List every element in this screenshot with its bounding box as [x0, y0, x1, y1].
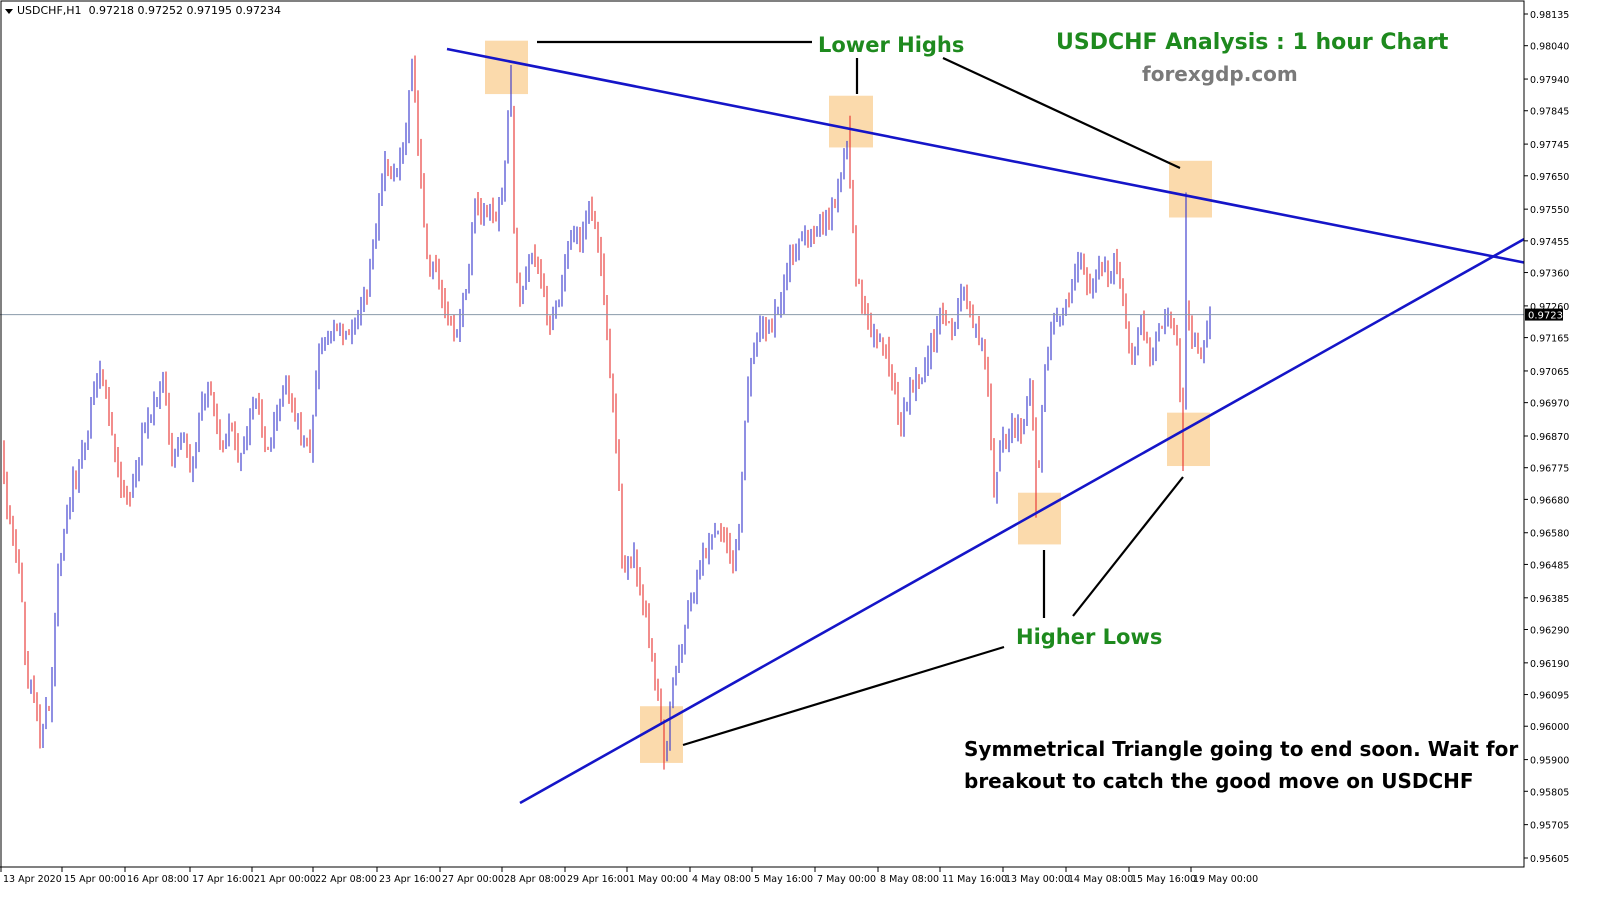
y-tick-label: 0.95605 [1530, 854, 1569, 865]
y-tick-label: 0.96680 [1530, 495, 1569, 506]
y-axis: 0.98135 0.98040 0.97940 0.97845 0.97745 0.976… [1524, 10, 1569, 865]
y-tick-label: 0.97360 [1530, 269, 1569, 280]
chart-subtitle: forexgdp.com [1142, 62, 1298, 86]
x-tick-label: 15 Apr 00:00 [64, 874, 126, 885]
y-tick-label: 0.96290 [1530, 625, 1569, 636]
connector-line-6 [682, 645, 1005, 747]
highlight-box-3 [1169, 160, 1212, 218]
y-tick-label: 0.96580 [1530, 529, 1569, 540]
candles [3, 55, 1211, 770]
chart-title: USDCHF Analysis : 1 hour Chart [1056, 30, 1449, 55]
x-tick-label: 8 May 08:00 [880, 874, 939, 885]
y-tick-label: 0.98135 [1530, 10, 1569, 21]
chart-header: USDCHF,H1 0.97218 0.97252 0.97195 0.9723… [5, 4, 281, 17]
x-tick-label: 13 Apr 2020 [3, 874, 62, 885]
trendlines [446, 47, 1525, 805]
current-price-tag: 0.97234 [1525, 308, 1569, 322]
connector-line-5 [1072, 476, 1184, 617]
x-tick-label: 17 Apr 16:00 [192, 874, 254, 885]
y-tick-label: 0.97650 [1530, 172, 1569, 183]
x-tick-label: 22 Apr 08:00 [315, 874, 377, 885]
note-line-2: breakout to catch the good move on USDCH… [964, 769, 1474, 793]
x-tick-label: 14 May 08:00 [1068, 874, 1133, 885]
x-tick-label: 21 Apr 00:00 [254, 874, 316, 885]
x-tick-label: 5 May 16:00 [754, 874, 813, 885]
dropdown-arrow-icon[interactable] [5, 8, 13, 14]
y-tick-label: 0.96775 [1530, 464, 1569, 475]
highlight-box-1 [485, 40, 528, 95]
highlight-box-2 [829, 95, 873, 148]
y-tick-label: 0.97165 [1530, 334, 1569, 345]
resistance-trendline [446, 47, 1525, 264]
x-tick-label: 15 May 16:00 [1131, 874, 1196, 885]
y-tick-label: 0.96190 [1530, 659, 1569, 670]
higher-lows-label: Higher Lows [1016, 625, 1163, 649]
y-tick-label: 0.97065 [1530, 367, 1569, 378]
ohlc-values: 0.97218 0.97252 0.97195 0.97234 [88, 4, 282, 17]
x-tick-label: 29 Apr 16:00 [567, 874, 629, 885]
note-line-1: Symmetrical Triangle going to end soon. … [964, 737, 1519, 761]
y-tick-label: 0.95805 [1530, 787, 1569, 798]
y-tick-label: 0.98040 [1530, 42, 1569, 53]
y-tick-label: 0.97940 [1530, 75, 1569, 86]
y-tick-label: 0.97845 [1530, 107, 1569, 118]
symbol-label: USDCHF,H1 [17, 4, 82, 17]
support-trendline [519, 238, 1525, 805]
y-tick-label: 0.96870 [1530, 432, 1569, 443]
current-price-label: 0.97234 [1528, 311, 1569, 322]
y-tick-label: 0.97455 [1530, 237, 1569, 248]
x-tick-label: 27 Apr 00:00 [442, 874, 504, 885]
y-tick-label: 0.95900 [1530, 756, 1569, 767]
y-tick-label: 0.96485 [1530, 560, 1569, 571]
lower-highs-label: Lower Highs [818, 33, 965, 57]
y-tick-label: 0.95705 [1530, 821, 1569, 832]
y-tick-label: 0.97550 [1530, 205, 1569, 216]
x-tick-label: 1 May 00:00 [629, 874, 688, 885]
x-axis: 13 Apr 2020 15 Apr 00:00 16 Apr 08:00 17 Ap… [0, 866, 1524, 885]
x-tick-label: 4 May 08:00 [692, 874, 751, 885]
x-tick-label: 19 May 00:00 [1193, 874, 1258, 885]
y-tick-label: 0.96970 [1530, 399, 1569, 410]
x-tick-label: 28 Apr 08:00 [504, 874, 566, 885]
connector-line-3 [942, 57, 1181, 169]
y-tick-label: 0.97745 [1530, 140, 1569, 151]
y-tick-label: 0.96095 [1530, 691, 1569, 702]
triangle-note: Symmetrical Triangle going to end soon. … [964, 733, 1524, 797]
y-tick-label: 0.96000 [1530, 722, 1569, 733]
x-tick-label: 16 Apr 08:00 [127, 874, 189, 885]
highlight-box-5 [1167, 412, 1210, 467]
x-tick-label: 13 May 00:00 [1005, 874, 1070, 885]
x-tick-label: 11 May 16:00 [942, 874, 1007, 885]
y-tick-label: 0.97260 [1530, 302, 1569, 313]
annotation-connectors [537, 40, 1184, 747]
x-tick-label: 7 May 00:00 [817, 874, 876, 885]
x-tick-label: 23 Apr 16:00 [379, 874, 441, 885]
y-tick-label: 0.96385 [1530, 594, 1569, 605]
